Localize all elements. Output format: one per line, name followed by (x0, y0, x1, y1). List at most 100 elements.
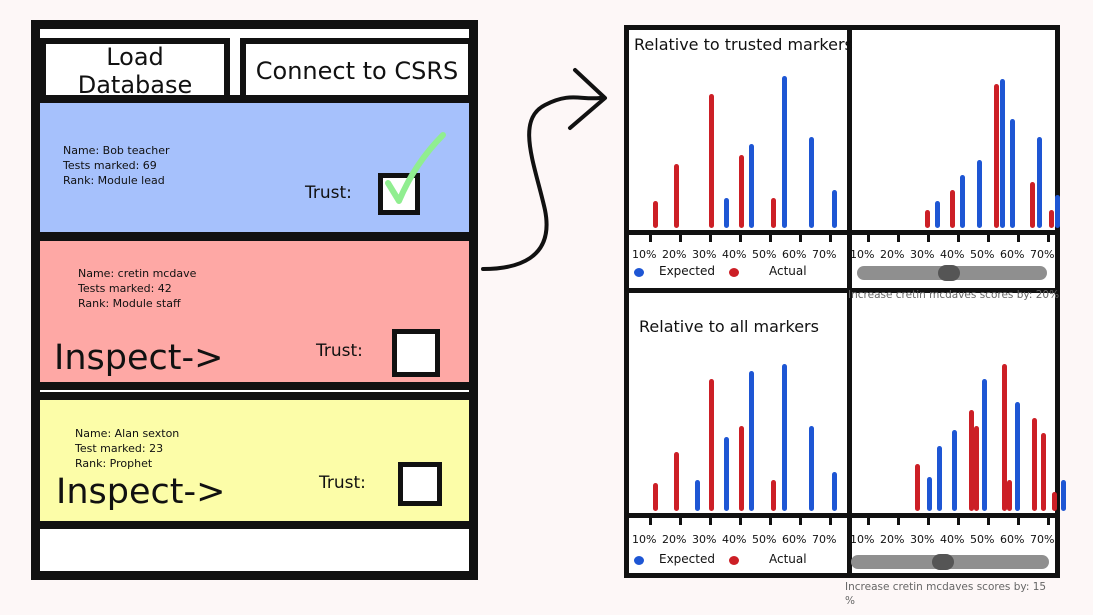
legend-expected-dot (634, 556, 644, 565)
axis-tick (897, 516, 900, 525)
divider (629, 513, 1055, 518)
expected-bar (1061, 480, 1066, 511)
divider (629, 288, 1055, 293)
chart-title-trusted: Relative to trusted markers (634, 35, 853, 54)
expected-bar (1055, 195, 1060, 228)
tick-label: 70% (1030, 248, 1055, 261)
empty-row (40, 529, 469, 569)
axis-tick (799, 233, 802, 242)
axis-tick (987, 516, 990, 525)
marker-tests: Test marked: 23 (75, 442, 164, 455)
axis-tick (957, 516, 960, 525)
tick-label: 10% (850, 248, 875, 261)
trust-label: Trust: (316, 341, 363, 361)
axis-tick (679, 516, 682, 525)
actual-bar (771, 480, 776, 511)
check-icon (385, 132, 446, 204)
axis-tick (867, 516, 870, 525)
marker-info: Name: cretin mcdave Tests marked: 42 Ran… (78, 266, 196, 311)
axis-tick (1047, 233, 1050, 242)
expected-bar (927, 477, 932, 511)
trust-checkbox-cretin[interactable] (392, 329, 440, 377)
marker-list-panel: Load Database Connect to CSRS Name: Bob … (31, 20, 478, 580)
expected-bar (832, 472, 837, 511)
trust-checkbox-bob[interactable] (378, 173, 420, 215)
actual-bar (950, 190, 955, 228)
actual-bar (771, 198, 776, 228)
axis-tick (1047, 516, 1050, 525)
actual-bar (739, 426, 744, 511)
analysis-panel: Relative to trusted markers Relative to … (624, 25, 1066, 578)
load-database-button[interactable]: Load Database (40, 38, 230, 104)
tick-label: 50% (970, 533, 995, 546)
tick-label: 50% (970, 248, 995, 261)
tick-label: 10% (632, 248, 657, 261)
legend-actual-dot (729, 268, 739, 277)
tick-label: 60% (782, 533, 807, 546)
arrow-icon (481, 68, 607, 271)
actual-bar (709, 379, 714, 511)
tick-label: 40% (722, 248, 747, 261)
marker-name: Name: Alan sexton (75, 427, 180, 440)
legend-expected-label: Expected (659, 552, 715, 566)
tick-label: 40% (940, 248, 965, 261)
marker-rank: Rank: Prophet (75, 457, 153, 470)
actual-bar (925, 210, 930, 228)
inspect-link-alan[interactable]: Inspect-> (56, 472, 226, 512)
actual-bar (994, 84, 999, 228)
axis-tick (739, 516, 742, 525)
axis-tick (649, 233, 652, 242)
expected-bar (935, 201, 940, 228)
marker-card-bob: Name: Bob teacher Tests marked: 69 Rank:… (40, 95, 469, 240)
actual-bar (739, 155, 744, 228)
tick-label: 60% (1000, 248, 1025, 261)
tick-label: 50% (752, 248, 777, 261)
trust-label: Trust: (305, 183, 352, 203)
trust-label: Trust: (319, 473, 366, 493)
marker-rank: Rank: Module staff (78, 297, 181, 310)
expected-bar (695, 480, 700, 511)
slider-thumb[interactable] (938, 265, 960, 281)
legend-actual-dot (729, 556, 739, 565)
actual-bar (1052, 492, 1057, 511)
axis-tick (769, 516, 772, 525)
axis-tick (1017, 516, 1020, 525)
connect-csrs-button[interactable]: Connect to CSRS (240, 38, 474, 104)
tick-label: 30% (692, 533, 717, 546)
actual-bar (709, 94, 714, 228)
actual-bar (674, 452, 679, 511)
axis-tick (927, 516, 930, 525)
axis-tick (867, 233, 870, 242)
actual-bar (1002, 364, 1007, 511)
actual-bar (1041, 433, 1046, 511)
axis-tick (829, 516, 832, 525)
marker-tests: Tests marked: 69 (63, 159, 157, 172)
slider-thumb[interactable] (932, 554, 954, 570)
inspect-link-cretin[interactable]: Inspect-> (54, 338, 224, 378)
tick-label: 70% (812, 248, 837, 261)
axis-tick (957, 233, 960, 242)
actual-bar (969, 410, 974, 511)
expected-bar (937, 446, 942, 511)
tick-label: 40% (940, 533, 965, 546)
expected-bar (1010, 119, 1015, 228)
axis-tick (927, 233, 930, 242)
actual-bar (1032, 418, 1037, 511)
divider (847, 30, 852, 573)
trust-checkbox-alan[interactable] (398, 462, 442, 506)
expected-bar (782, 364, 787, 511)
marker-name: Name: cretin mcdave (78, 267, 197, 280)
marker-rank: Rank: Module lead (63, 174, 165, 187)
tick-label: 20% (880, 533, 905, 546)
tick-label: 70% (1030, 533, 1055, 546)
actual-bar (674, 164, 679, 228)
axis-tick (897, 233, 900, 242)
slider-note: Increase cretin mcdaves scores by: 20% (848, 289, 1060, 301)
divider (629, 230, 1055, 235)
legend-actual-label: Actual (769, 552, 807, 566)
tick-label: 70% (812, 533, 837, 546)
tick-label: 30% (692, 248, 717, 261)
tick-label: 20% (880, 248, 905, 261)
axis-tick (769, 233, 772, 242)
expected-bar (832, 190, 837, 228)
